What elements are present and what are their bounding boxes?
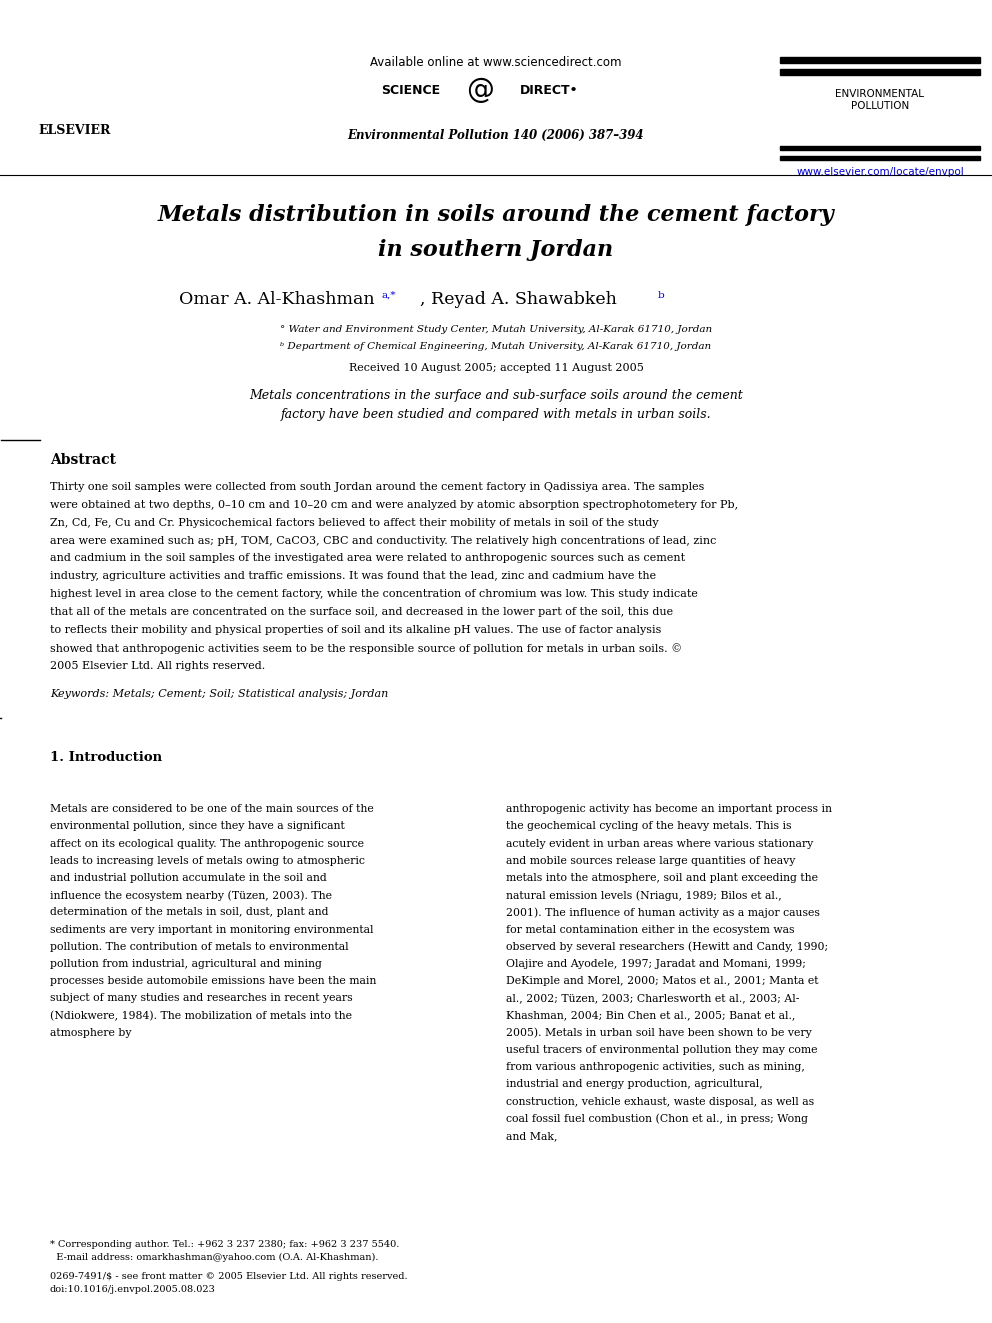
Text: Zn, Cd, Fe, Cu and Cr. Physicochemical factors believed to affect their mobility: Zn, Cd, Fe, Cu and Cr. Physicochemical f… [50, 517, 659, 528]
Text: Available online at www.sciencedirect.com: Available online at www.sciencedirect.co… [370, 56, 622, 69]
Text: Metals concentrations in the surface and sub-surface soils around the cement
fac: Metals concentrations in the surface and… [249, 389, 743, 421]
Text: 2005 Elsevier Ltd. All rights reserved.: 2005 Elsevier Ltd. All rights reserved. [50, 660, 265, 671]
Text: coal fossil fuel combustion (Chon et al., in press; Wong: coal fossil fuel combustion (Chon et al.… [506, 1114, 808, 1125]
Text: anthropogenic activity has become an important process in: anthropogenic activity has become an imp… [506, 804, 832, 814]
Text: natural emission levels (Nriagu, 1989; Bilos et al.,: natural emission levels (Nriagu, 1989; B… [506, 890, 782, 901]
Text: SCIENCE: SCIENCE [381, 83, 440, 97]
Text: useful tracers of environmental pollution they may come: useful tracers of environmental pollutio… [506, 1045, 817, 1054]
Text: and Mak,: and Mak, [506, 1131, 558, 1140]
Text: Metals are considered to be one of the main sources of the: Metals are considered to be one of the m… [50, 804, 374, 814]
Text: ENVIRONMENTAL
POLLUTION: ENVIRONMENTAL POLLUTION [835, 89, 925, 111]
Text: construction, vehicle exhaust, waste disposal, as well as: construction, vehicle exhaust, waste dis… [506, 1097, 814, 1106]
Text: leads to increasing levels of metals owing to atmospheric: leads to increasing levels of metals owi… [50, 856, 365, 865]
Text: @: @ [466, 75, 494, 105]
FancyArrow shape [780, 69, 980, 74]
Text: showed that anthropogenic activities seem to be the responsible source of pollut: showed that anthropogenic activities see… [50, 643, 682, 654]
Text: ° Water and Environment Study Center, Mutah University, Al-Karak 61710, Jordan: ° Water and Environment Study Center, Mu… [280, 325, 712, 335]
Text: and cadmium in the soil samples of the investigated area were related to anthrop: and cadmium in the soil samples of the i… [50, 553, 685, 564]
Text: (Ndiokwere, 1984). The mobilization of metals into the: (Ndiokwere, 1984). The mobilization of m… [50, 1011, 352, 1021]
Text: and industrial pollution accumulate in the soil and: and industrial pollution accumulate in t… [50, 873, 326, 882]
Text: environmental pollution, since they have a significant: environmental pollution, since they have… [50, 822, 345, 831]
Text: b: b [658, 291, 665, 299]
Text: * Corresponding author. Tel.: +962 3 237 2380; fax: +962 3 237 5540.
  E-mail ad: * Corresponding author. Tel.: +962 3 237… [50, 1240, 400, 1262]
Text: to reflects their mobility and physical properties of soil and its alkaline pH v: to reflects their mobility and physical … [50, 624, 662, 635]
Text: 2005). Metals in urban soil have been shown to be very: 2005). Metals in urban soil have been sh… [506, 1028, 811, 1039]
Text: Thirty one soil samples were collected from south Jordan around the cement facto: Thirty one soil samples were collected f… [50, 482, 704, 492]
Text: were obtained at two depths, 0–10 cm and 10–20 cm and were analyzed by atomic ab: were obtained at two depths, 0–10 cm and… [50, 500, 738, 509]
Text: Khashman, 2004; Bin Chen et al., 2005; Banat et al.,: Khashman, 2004; Bin Chen et al., 2005; B… [506, 1011, 796, 1020]
Text: 2001). The influence of human activity as a major causes: 2001). The influence of human activity a… [506, 908, 819, 918]
Text: ELSEVIER: ELSEVIER [39, 123, 111, 136]
Text: DeKimple and Morel, 2000; Matos et al., 2001; Manta et: DeKimple and Morel, 2000; Matos et al., … [506, 976, 818, 986]
Text: Omar A. Al-Khashman: Omar A. Al-Khashman [179, 291, 380, 308]
Text: Metals distribution in soils around the cement factory: Metals distribution in soils around the … [158, 204, 834, 226]
Text: DIRECT•: DIRECT• [520, 83, 578, 97]
FancyArrow shape [780, 146, 980, 149]
Text: 0269-7491/$ - see front matter © 2005 Elsevier Ltd. All rights reserved.
doi:10.: 0269-7491/$ - see front matter © 2005 El… [50, 1271, 408, 1294]
Text: and mobile sources release large quantities of heavy: and mobile sources release large quantit… [506, 856, 796, 865]
Text: industry, agriculture activities and traffic emissions. It was found that the le: industry, agriculture activities and tra… [50, 572, 656, 581]
Text: pollution. The contribution of metals to environmental: pollution. The contribution of metals to… [50, 942, 348, 951]
Text: sediments are very important in monitoring environmental: sediments are very important in monitori… [50, 925, 374, 934]
Text: pollution from industrial, agricultural and mining: pollution from industrial, agricultural … [50, 959, 321, 968]
Text: Olajire and Ayodele, 1997; Jaradat and Momani, 1999;: Olajire and Ayodele, 1997; Jaradat and M… [506, 959, 806, 968]
Text: in southern Jordan: in southern Jordan [378, 239, 614, 261]
Text: al., 2002; Tüzen, 2003; Charlesworth et al., 2003; Al-: al., 2002; Tüzen, 2003; Charlesworth et … [506, 994, 800, 1003]
FancyArrow shape [780, 57, 980, 62]
Text: a,*: a,* [382, 291, 397, 299]
Text: 1. Introduction: 1. Introduction [50, 751, 162, 765]
Text: for metal contamination either in the ecosystem was: for metal contamination either in the ec… [506, 925, 795, 934]
Text: the geochemical cycling of the heavy metals. This is: the geochemical cycling of the heavy met… [506, 822, 792, 831]
Text: Keywords: Metals; Cement; Soil; Statistical analysis; Jordan: Keywords: Metals; Cement; Soil; Statisti… [50, 689, 388, 699]
FancyArrow shape [780, 156, 980, 160]
Text: atmosphere by: atmosphere by [50, 1028, 132, 1037]
Text: Environmental Pollution 140 (2006) 387–394: Environmental Pollution 140 (2006) 387–3… [348, 128, 644, 142]
Text: affect on its ecological quality. The anthropogenic source: affect on its ecological quality. The an… [50, 839, 364, 848]
Text: industrial and energy production, agricultural,: industrial and energy production, agricu… [506, 1080, 763, 1089]
Text: from various anthropogenic activities, such as mining,: from various anthropogenic activities, s… [506, 1062, 805, 1072]
Text: processes beside automobile emissions have been the main: processes beside automobile emissions ha… [50, 976, 376, 986]
Text: www.elsevier.com/locate/envpol: www.elsevier.com/locate/envpol [797, 167, 964, 177]
Text: area were examined such as; pH, TOM, CaCO3, CBC and conductivity. The relatively: area were examined such as; pH, TOM, CaC… [50, 536, 716, 545]
Text: highest level in area close to the cement factory, while the concentration of ch: highest level in area close to the cemen… [50, 589, 698, 599]
Text: Received 10 August 2005; accepted 11 August 2005: Received 10 August 2005; accepted 11 Aug… [348, 363, 644, 373]
Text: Abstract: Abstract [50, 452, 116, 467]
Text: influence the ecosystem nearby (Tüzen, 2003). The: influence the ecosystem nearby (Tüzen, 2… [50, 890, 332, 901]
Text: , Reyad A. Shawabkeh: , Reyad A. Shawabkeh [420, 291, 622, 308]
Text: that all of the metals are concentrated on the surface soil, and decreased in th: that all of the metals are concentrated … [50, 607, 674, 617]
Text: determination of the metals in soil, dust, plant and: determination of the metals in soil, dus… [50, 908, 328, 917]
Text: observed by several researchers (Hewitt and Candy, 1990;: observed by several researchers (Hewitt … [506, 942, 828, 953]
Text: subject of many studies and researches in recent years: subject of many studies and researches i… [50, 994, 352, 1003]
Text: ᵇ Department of Chemical Engineering, Mutah University, Al-Karak 61710, Jordan: ᵇ Department of Chemical Engineering, Mu… [281, 343, 711, 352]
Text: metals into the atmosphere, soil and plant exceeding the: metals into the atmosphere, soil and pla… [506, 873, 818, 882]
Text: acutely evident in urban areas where various stationary: acutely evident in urban areas where var… [506, 839, 813, 848]
